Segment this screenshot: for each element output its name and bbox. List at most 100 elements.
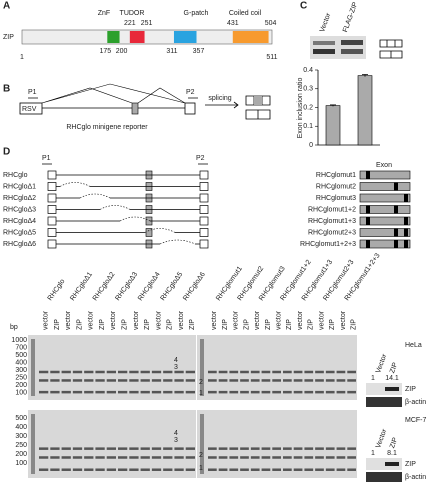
gel-band	[72, 390, 83, 394]
bar	[357, 75, 373, 146]
y-tick-label: 0.3	[303, 86, 313, 93]
gel-band	[293, 379, 303, 382]
y-tick-label: 0	[309, 142, 313, 149]
blot-row: ZIP	[405, 386, 416, 393]
blot	[366, 383, 402, 395]
lane-label: vector	[110, 310, 117, 330]
gel-band	[208, 390, 217, 394]
gel-band	[283, 447, 292, 450]
gel-band	[140, 370, 150, 374]
lane-label: vector	[133, 310, 140, 330]
gel-band	[39, 370, 49, 374]
exon	[47, 239, 57, 249]
band-label: 4	[174, 430, 178, 437]
primer: P2	[196, 155, 205, 162]
splice-lines	[41, 83, 186, 104]
gel-band	[261, 456, 271, 459]
gel-band	[185, 447, 195, 450]
gel-band	[261, 370, 271, 374]
gel-band	[261, 379, 271, 382]
domain	[173, 31, 197, 43]
gel-band	[218, 370, 228, 374]
gel-band	[84, 390, 94, 394]
lane-label: ZIP	[99, 319, 106, 330]
gel-band	[72, 447, 83, 450]
gel-band	[250, 456, 260, 459]
gel-unit: bp	[10, 324, 18, 331]
gel-band	[185, 379, 195, 382]
deletion	[144, 228, 176, 233]
gel-band	[325, 370, 335, 374]
gel-band	[118, 456, 128, 459]
gel	[28, 410, 196, 478]
gel-band	[129, 370, 139, 374]
lane-label: ZIP	[222, 319, 229, 330]
construct-name: RHCglo	[3, 172, 28, 179]
exon	[145, 228, 153, 237]
lane-label: vector	[340, 310, 347, 330]
error-bar	[330, 104, 336, 107]
gel-band	[250, 468, 260, 471]
gel-band	[261, 468, 271, 471]
gel-band	[261, 447, 271, 450]
lane-label: ZIP	[189, 319, 196, 330]
panel-label: A	[3, 1, 10, 12]
gel-band	[304, 456, 314, 459]
y-tick-label: 0.4	[303, 67, 313, 74]
exon	[359, 205, 411, 214]
gel-band	[185, 456, 195, 459]
primer: P1	[42, 155, 51, 162]
ladder-label: 200	[15, 382, 27, 389]
arrow-label: splicing	[208, 95, 231, 102]
domain	[129, 31, 145, 43]
gel-band	[95, 370, 105, 374]
gel-band	[151, 447, 162, 450]
gel-band	[229, 447, 239, 450]
gel-band	[218, 468, 228, 471]
gel-band	[39, 379, 49, 382]
exon	[199, 205, 209, 214]
ratio: 8.1	[387, 450, 397, 457]
construct-name: RHCglomut2+3	[308, 229, 356, 236]
lane-label: ZIP	[144, 319, 151, 330]
gel-band	[240, 370, 249, 374]
gel-band	[315, 379, 324, 382]
gel-band	[50, 390, 60, 394]
y-axis-label: Exon inclusion ratio	[297, 78, 304, 139]
position-label: 431	[227, 20, 239, 27]
gel-band	[72, 468, 83, 471]
gel-band	[129, 468, 139, 471]
gel-band	[240, 456, 249, 459]
construct-name: RHCgloΔ6	[3, 241, 36, 248]
gel-band	[347, 370, 356, 374]
blot-band	[341, 40, 363, 45]
exon	[199, 193, 209, 203]
exon	[47, 216, 57, 226]
gel-band	[208, 379, 217, 382]
gel-band	[272, 468, 281, 471]
lane-label: vector	[254, 310, 261, 330]
panel-label: C	[300, 1, 307, 12]
gel-band	[272, 379, 281, 382]
exon-header: Exon	[376, 162, 392, 169]
gel-band	[129, 390, 139, 394]
gel-band	[151, 370, 162, 374]
lane-label: vector	[65, 310, 72, 330]
lane-label: vector	[297, 310, 304, 330]
ladder-label: 500	[15, 352, 27, 359]
gel-band	[315, 456, 324, 459]
ratio: 14.1	[385, 375, 399, 382]
domain-name: TUDOR	[120, 10, 145, 17]
gel	[197, 410, 357, 478]
gel-band	[185, 370, 195, 374]
exon	[359, 228, 411, 237]
product-icons	[379, 39, 403, 59]
blot-row: β-actin	[405, 399, 426, 406]
gel	[197, 335, 357, 400]
ladder-label: 700	[15, 344, 27, 351]
lane-label: ZIP	[308, 319, 315, 330]
gel-band	[39, 390, 49, 394]
gel-band	[106, 456, 116, 459]
lane-label: ZIP	[54, 319, 61, 330]
